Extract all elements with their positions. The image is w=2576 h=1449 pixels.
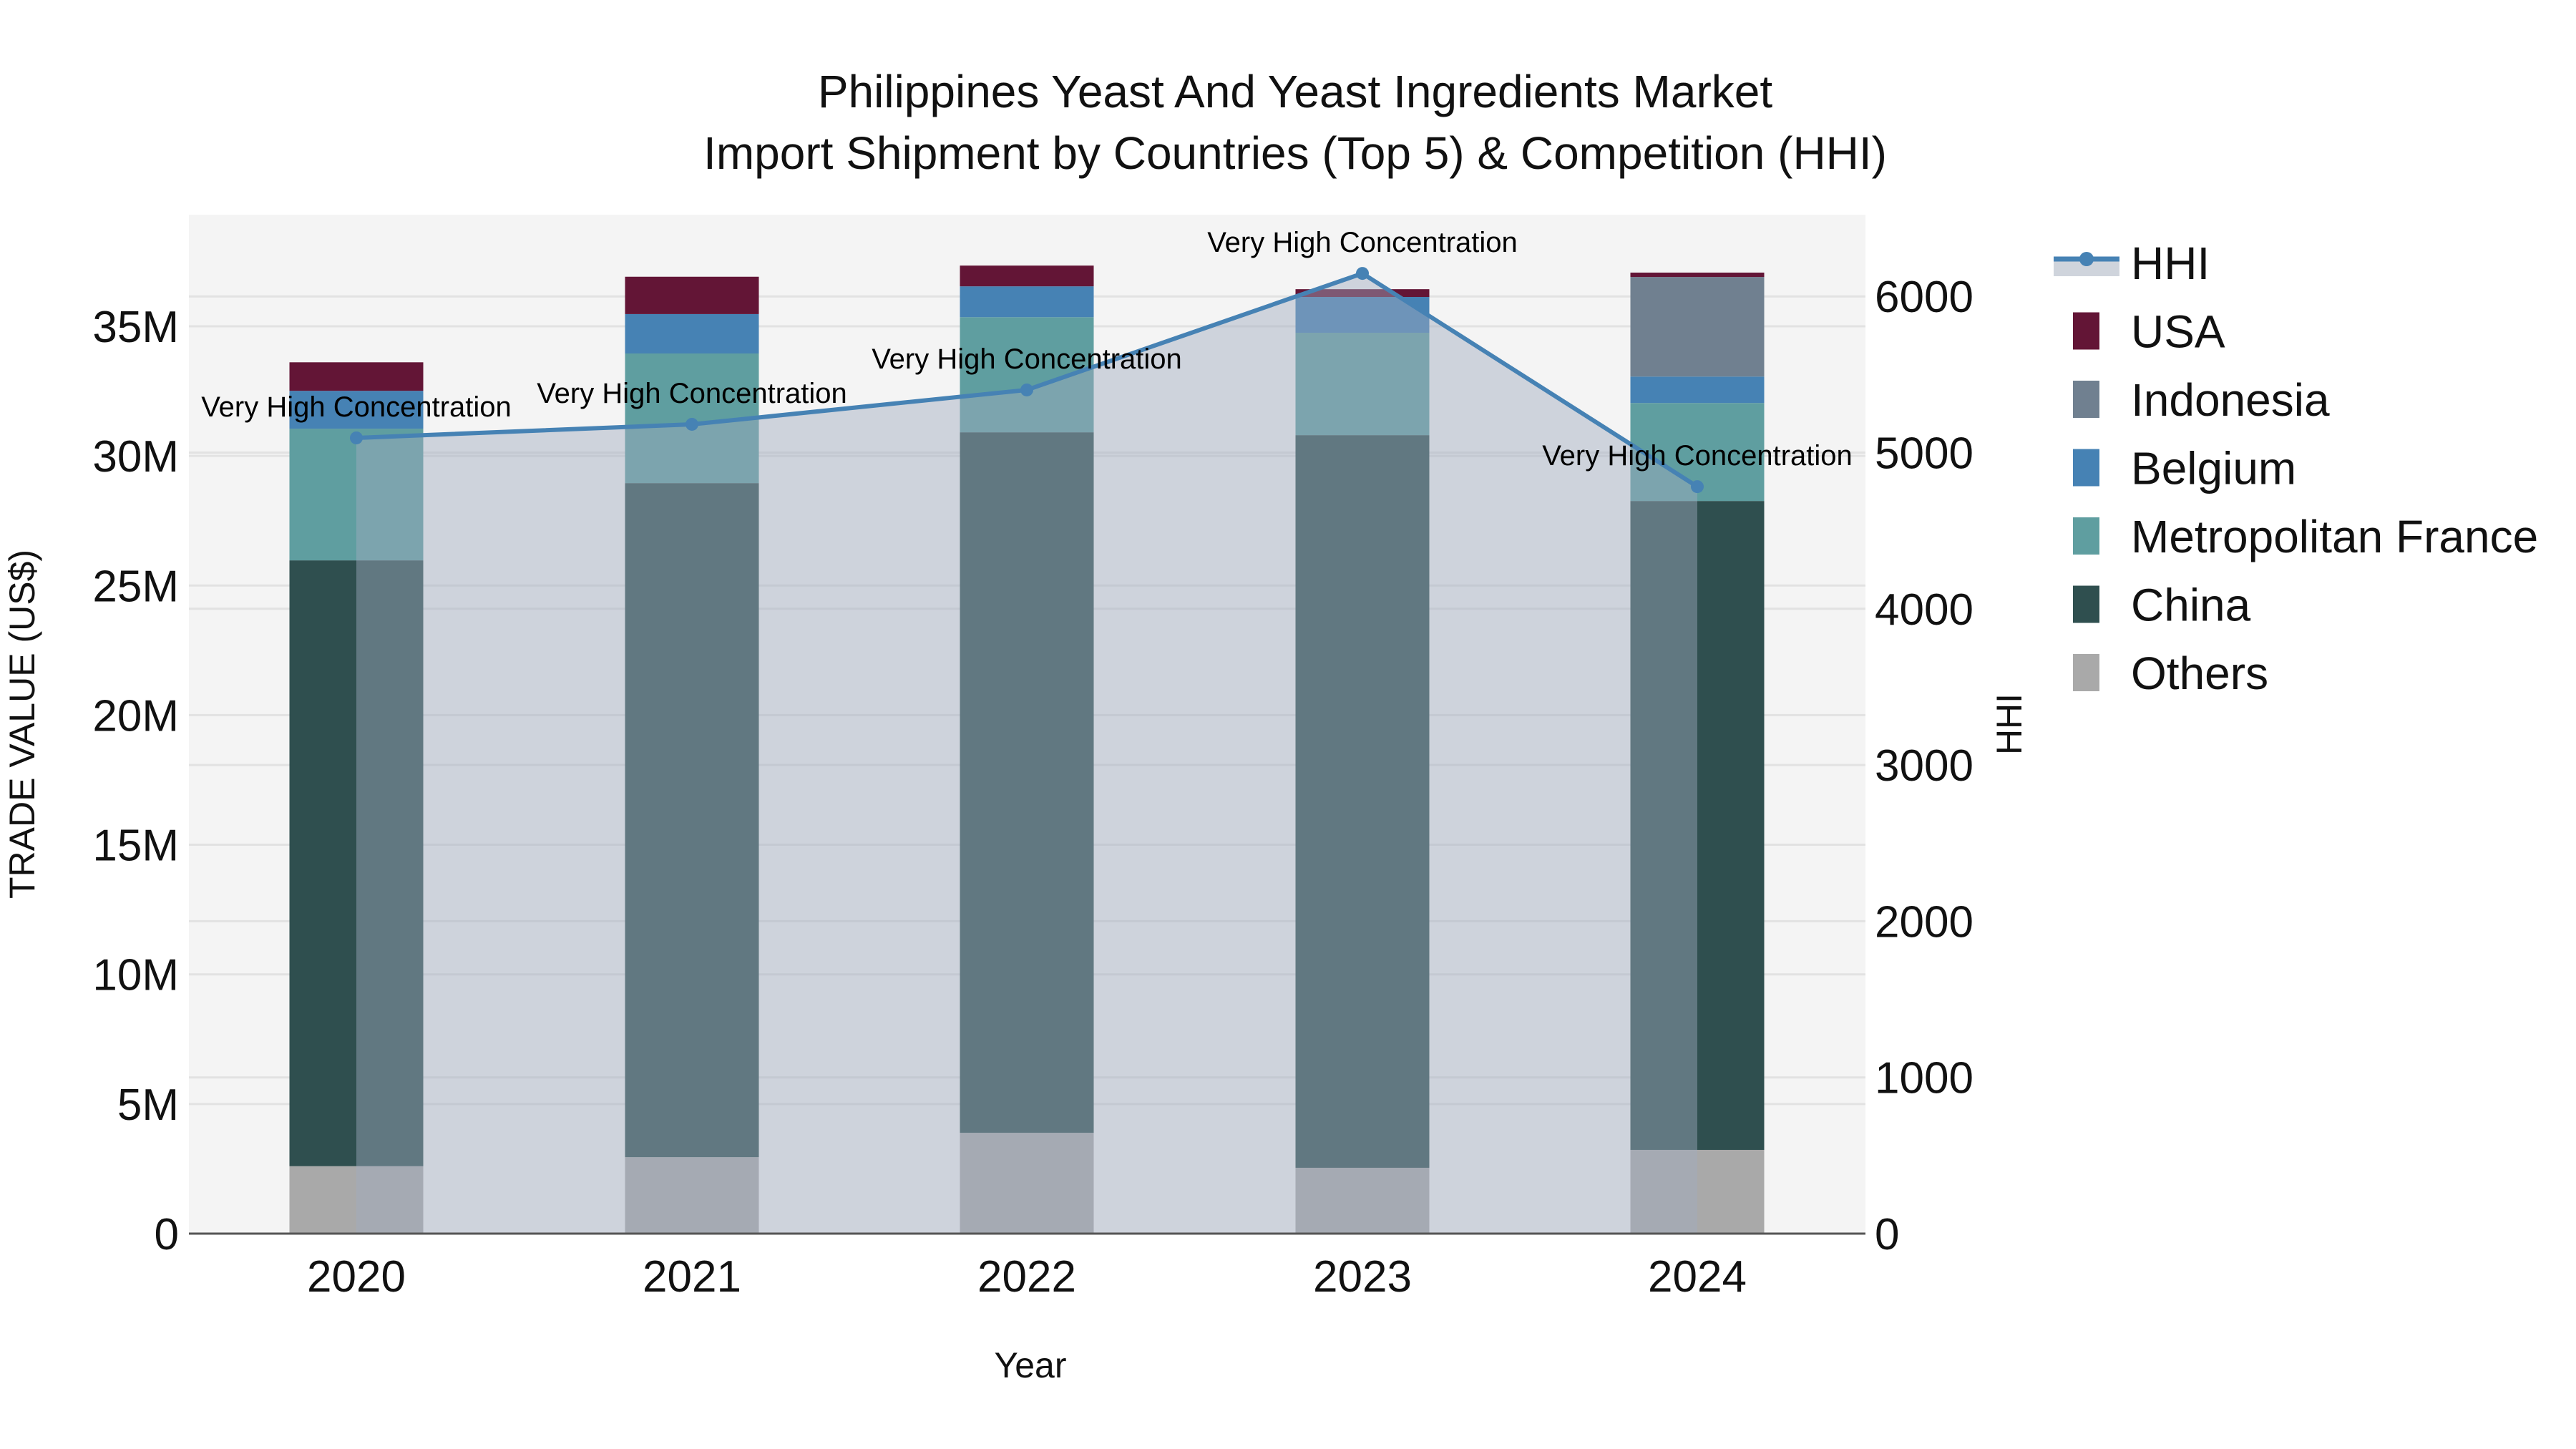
x-axis-title: Year [994,1345,1066,1385]
legend-item-hhi[interactable]: HHI [2054,238,2210,289]
bar-segment-others[interactable] [1295,1167,1430,1234]
y-tick-label: 30M [92,432,179,482]
hhi-point[interactable] [350,431,363,444]
hhi-area [356,273,1697,1234]
x-tick-label: 2023 [1313,1252,1412,1302]
y-tick-label: 15M [92,821,179,871]
x-tick-label: 2024 [1648,1252,1747,1302]
hhi-point[interactable] [1356,267,1369,280]
bar-segment-usa[interactable] [625,276,759,314]
bar-segment-china[interactable] [960,432,1094,1133]
legend-label: USA [2131,306,2225,358]
legend-item-others[interactable]: Others [2073,648,2268,699]
bar-segment-china[interactable] [289,560,424,1166]
legend-item-indonesia[interactable]: Indonesia [2073,374,2330,426]
legend-swatch-icon [2073,449,2099,487]
legend-swatch-icon [2073,381,2099,418]
legend-label: Indonesia [2131,374,2330,426]
legend-label: China [2131,580,2251,631]
x-axis-ticks: 2020 2021 2022 2023 2024 [307,1252,1747,1302]
legend-label: Others [2131,648,2268,699]
legend: HHI USA Indonesia Belgium Metropolitan Franc… [2054,238,2538,699]
hhi-annotation: Very High Concentration [1542,440,1853,472]
y2-tick-label: 4000 [1875,585,1974,635]
legend-item-belgium[interactable]: Belgium [2073,443,2296,494]
y-tick-label: 35M [92,303,179,352]
legend-item-metropolitan-france[interactable]: Metropolitan France [2073,511,2538,562]
bars [289,265,1765,1234]
legend-swatch-icon [2073,312,2099,350]
hhi-point[interactable] [1020,383,1033,396]
bar-segment-usa[interactable] [1295,289,1430,298]
hhi-annotation: Very High Concentration [537,378,847,409]
y2-tick-label: 6000 [1875,273,1974,322]
bar-segment-others[interactable] [625,1157,759,1234]
bar-segment-china[interactable] [1630,501,1765,1150]
bar-segment-belgium[interactable] [1630,376,1765,404]
chart-subtitle: Import Shipment by Countries (Top 5) & C… [703,127,1887,179]
x-tick-label: 2022 [977,1252,1076,1302]
legend-item-china[interactable]: China [2073,580,2251,631]
hhi-annotation: Very High Concentration [1207,227,1518,258]
hhi-line [350,267,1704,494]
hhi-fill-area [356,273,1697,1234]
legend-swatch-icon [2073,517,2099,555]
legend-label: Belgium [2131,443,2296,494]
x-tick-label: 2020 [307,1252,406,1302]
bar-segment-others[interactable] [1630,1149,1765,1234]
bar-segment-metropolitan-france[interactable] [1295,333,1430,436]
bar-segment-usa[interactable] [960,265,1094,287]
bar-segment-usa[interactable] [289,362,424,391]
bar-segment-metropolitan-france[interactable] [289,429,424,561]
left-axis-ticks: 0 5M 10M 15M 20M 25M 30M 35M [92,303,179,1259]
legend-label: Metropolitan France [2131,511,2538,562]
legend-label: HHI [2131,238,2210,289]
bar-segment-belgium[interactable] [625,313,759,353]
y-tick-label: 20M [92,691,179,741]
bar-segment-others[interactable] [289,1166,424,1234]
hhi-annotations: Very High Concentration Very High Concent… [201,227,1853,472]
bar-segment-indonesia[interactable] [1630,277,1765,377]
bar-segment-others[interactable] [960,1133,1094,1234]
bar-segment-belgium[interactable] [289,391,424,429]
legend-marker-icon [2079,252,2094,266]
legend-item-usa[interactable]: USA [2073,306,2225,358]
y-tick-label: 5M [117,1080,179,1130]
bar-segment-usa[interactable] [1630,272,1765,278]
legend-swatch-icon [2073,654,2099,691]
y2-tick-label: 1000 [1875,1054,1974,1103]
chart-title: Philippines Yeast And Yeast Ingredients … [818,66,1773,117]
y2-tick-label: 2000 [1875,897,1974,947]
x-tick-label: 2021 [643,1252,741,1302]
bar-segment-belgium[interactable] [960,286,1094,318]
y-tick-label: 25M [92,562,179,611]
legend-swatch-icon [2073,585,2099,623]
bar-segment-china[interactable] [1295,435,1430,1168]
right-axis-ticks: 0 1000 2000 3000 4000 5000 6000 [1875,273,1974,1259]
y2-axis-title: HHI [1989,693,2029,755]
y2-tick-label: 5000 [1875,429,1974,479]
hhi-annotation: Very High Concentration [201,391,512,423]
bar-segment-china[interactable] [625,483,759,1158]
hhi-point[interactable] [686,417,698,431]
hhi-annotation: Very High Concentration [872,343,1182,375]
legend-area-swatch [2054,260,2119,276]
y2-tick-label: 3000 [1875,741,1974,791]
y-tick-label: 10M [92,951,179,1000]
hhi-point[interactable] [1691,480,1704,494]
y2-tick-label: 0 [1875,1210,1899,1259]
y-axis-title: TRADE VALUE (US$) [2,550,42,899]
y-tick-label: 0 [155,1210,179,1259]
